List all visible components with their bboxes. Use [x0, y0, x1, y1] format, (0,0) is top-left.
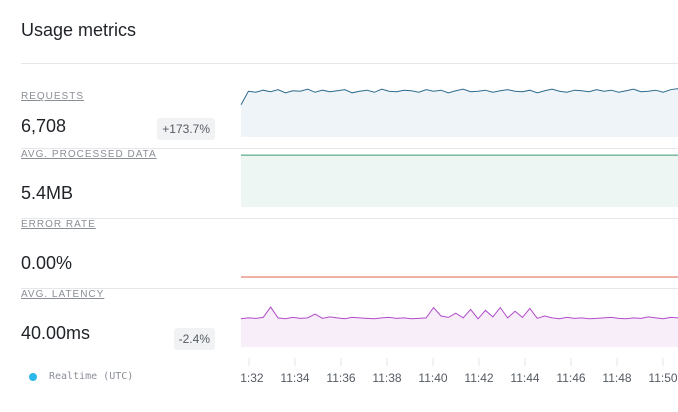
sparkline-area	[241, 88, 678, 137]
time-label: 11:50	[648, 371, 677, 385]
time-label: 11:36	[326, 371, 355, 385]
time-axis: 11:32 11:34 11:36 11:38 11:40 11:42 11:44 11:46…	[234, 358, 678, 385]
sparkline-area	[241, 307, 678, 347]
time-label: 11:34	[280, 371, 309, 385]
change-badge: -2.4%	[173, 328, 215, 350]
metric-label: REQUESTS	[21, 91, 85, 102]
panel-title: Usage metrics	[21, 20, 137, 40]
legend-dot	[29, 373, 37, 381]
divider	[21, 148, 678, 149]
change-badge: +173.7%	[157, 118, 215, 140]
metric-label: AVG. LATENCY	[21, 289, 105, 300]
metric-label: ERROR RATE	[21, 219, 96, 230]
legend-label: Realtime (UTC)	[49, 371, 134, 382]
time-label: 11:44	[510, 371, 539, 385]
time-label: 11:48	[602, 371, 631, 385]
metric-value: 5.4MB	[21, 183, 74, 203]
sparkline	[240, 306, 678, 320]
divider	[21, 288, 678, 289]
time-label: 11:40	[418, 371, 447, 385]
sparkline-area	[241, 155, 678, 207]
divider	[21, 218, 678, 219]
divider	[21, 63, 678, 64]
time-label: 11:38	[372, 371, 401, 385]
metric-value: 6,708	[21, 116, 67, 136]
time-label: 11:46	[556, 371, 585, 385]
metric-value: 0.00%	[21, 253, 73, 273]
sparkline	[240, 88, 678, 106]
metric-label: AVG. PROCESSED DATA	[21, 149, 157, 160]
time-label: 11:32	[234, 371, 263, 385]
metric-value: 40.00ms	[21, 323, 91, 343]
time-label: 11:42	[464, 371, 493, 385]
